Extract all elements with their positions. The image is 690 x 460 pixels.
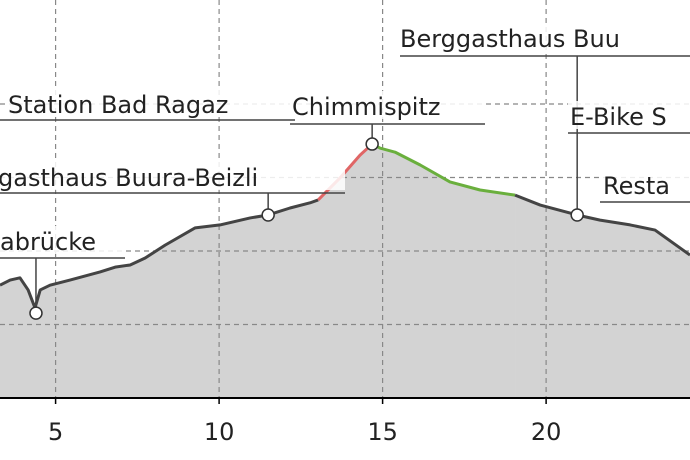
annotation-label: abrücke — [0, 228, 96, 256]
label-bg — [568, 101, 690, 129]
annotation-label: Station Bad Ragaz — [8, 91, 228, 119]
annotation-label: Chimmispitz — [292, 93, 440, 121]
x-tick-label: 10 — [204, 418, 235, 446]
waypoint-marker — [261, 208, 275, 222]
annotation-label: Berggasthaus Buu — [400, 25, 620, 53]
profile-line — [514, 193, 690, 257]
label-bg — [290, 91, 485, 119]
x-tick-label: 20 — [531, 418, 562, 446]
label-bg — [6, 89, 295, 117]
annotation-label: E-Bike S — [570, 103, 667, 131]
x-tick-label: 5 — [48, 418, 63, 446]
waypoint-marker — [570, 208, 584, 222]
area-fill — [371, 143, 516, 399]
label-bg — [398, 23, 690, 51]
area-fill — [514, 194, 690, 399]
waypoint-marker — [365, 137, 379, 151]
waypoint-marker — [29, 306, 43, 320]
label-bg — [0, 226, 125, 254]
profile-line — [371, 142, 516, 197]
annotation-label: Resta — [603, 172, 670, 200]
label-bg — [0, 162, 345, 190]
annotation-label: gasthaus Buura-Beizli — [0, 164, 258, 192]
label-bg — [601, 170, 690, 198]
x-tick-label: 15 — [367, 418, 398, 446]
